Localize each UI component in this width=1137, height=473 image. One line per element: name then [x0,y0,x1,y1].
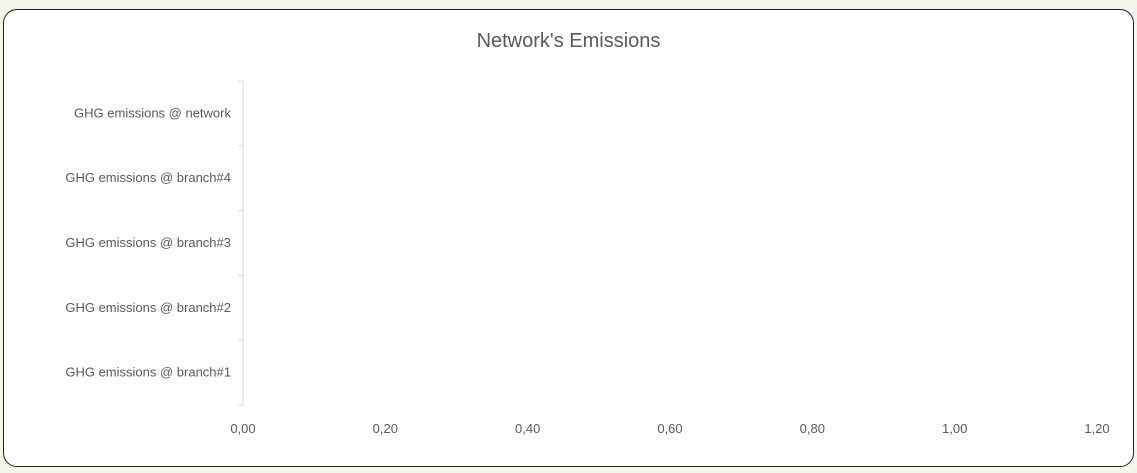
category-label: GHG emissions @ network [74,105,231,120]
category-label: GHG emissions @ branch#2 [65,300,231,315]
x-tick-label: 0,00 [230,421,255,436]
category-label: GHG emissions @ branch#1 [65,365,231,380]
x-tick-label: 1,20 [1084,421,1109,436]
label-layer: GHG emissions @ network GHG emissions @ b… [65,105,1109,436]
category-label: GHG emissions @ branch#4 [65,170,231,185]
x-tick-label: 0,40 [515,421,540,436]
x-tick-label: 0,20 [373,421,398,436]
x-tick-label: 0,80 [800,421,825,436]
x-tick-label: 0,60 [657,421,682,436]
x-tick-label: 1,00 [942,421,967,436]
axis-layer [238,80,244,406]
chart-area[interactable] [3,9,1134,467]
category-label: GHG emissions @ branch#3 [65,235,231,250]
chart-title: Network's Emissions [476,30,661,52]
